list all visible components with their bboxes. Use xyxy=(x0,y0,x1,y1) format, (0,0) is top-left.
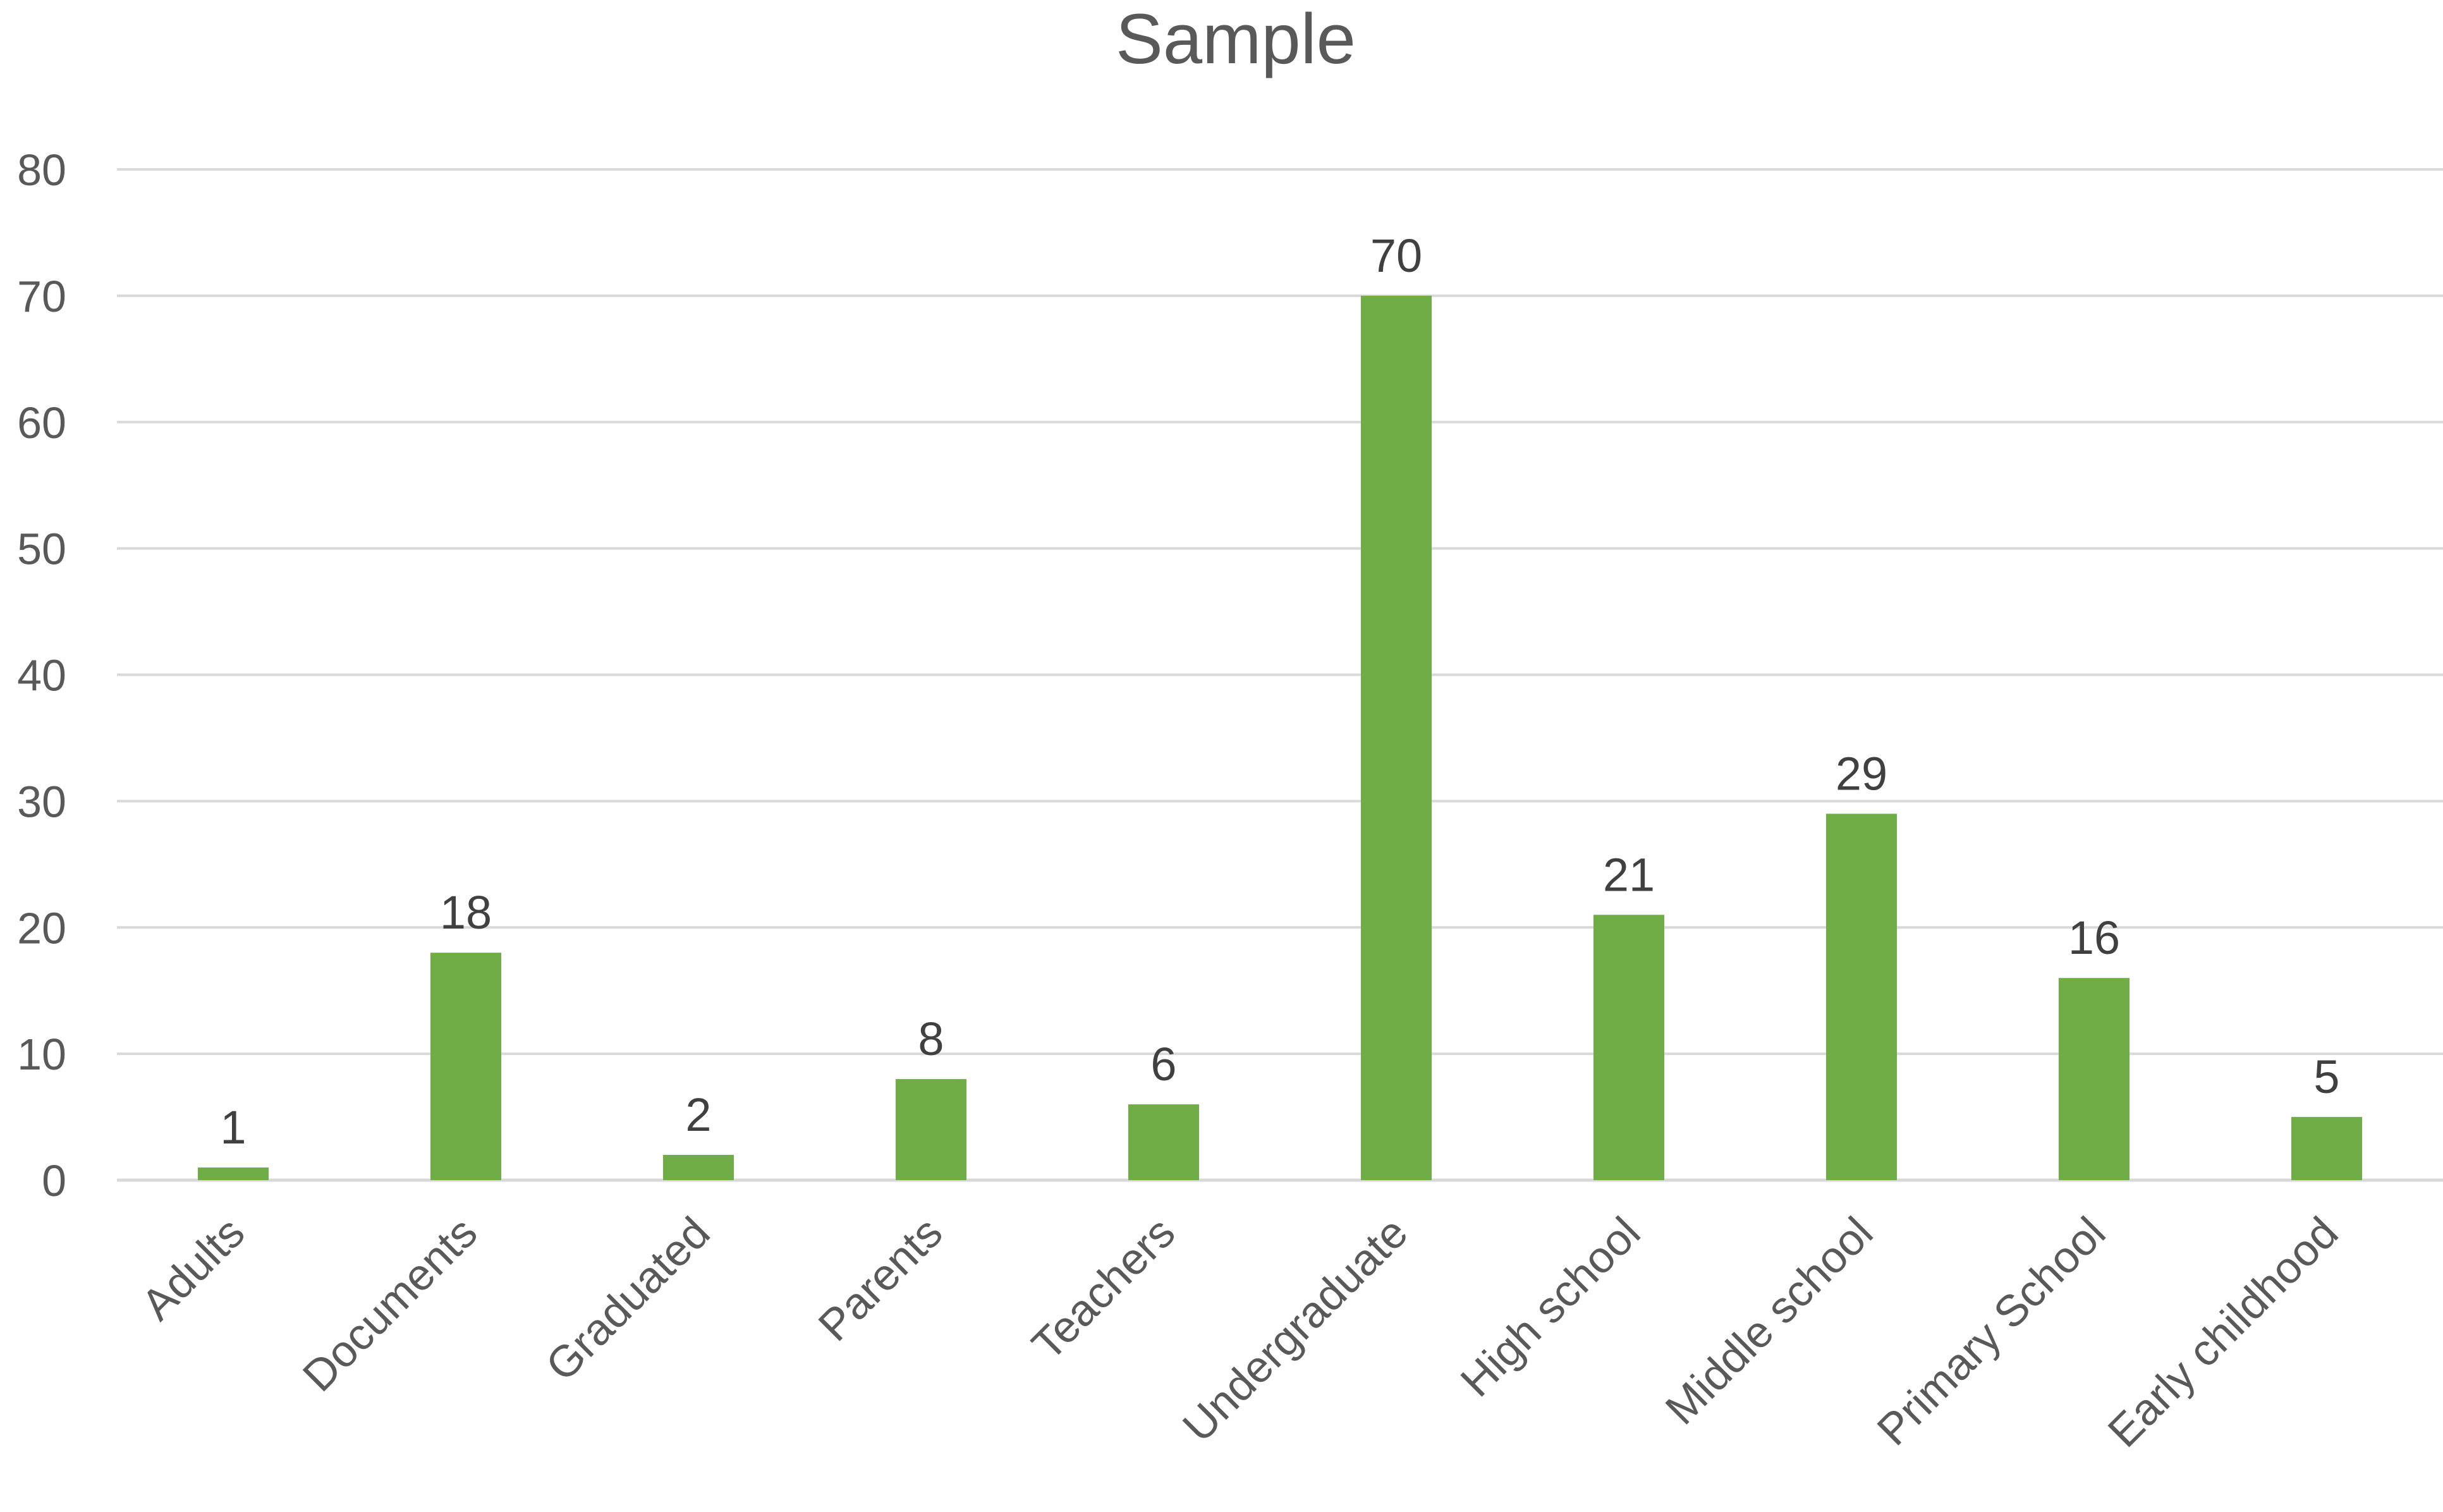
bar xyxy=(2291,1117,2362,1180)
x-tick-label: Adults xyxy=(132,1207,254,1329)
chart-title: Sample xyxy=(1116,0,1356,78)
x-tick-label: Documents xyxy=(293,1207,487,1401)
x-tick-label: Early childhood xyxy=(2099,1207,2348,1456)
data-labels: 1 18 2 8 6 70 21 29 16 5 xyxy=(220,229,2339,1154)
bar xyxy=(1128,1104,1199,1180)
data-label: 21 xyxy=(1603,848,1655,901)
bar xyxy=(1593,915,1664,1180)
y-tick-label: 80 xyxy=(17,145,66,195)
bar xyxy=(896,1079,966,1180)
data-label: 1 xyxy=(220,1101,246,1154)
data-label: 29 xyxy=(1836,747,1887,800)
y-tick-label: 60 xyxy=(17,398,66,448)
x-tick-label: Undergraduate xyxy=(1173,1207,1416,1451)
x-tick-label: High school xyxy=(1451,1207,1650,1406)
y-tick-label: 40 xyxy=(17,651,66,700)
x-tick-label: Primary School xyxy=(1868,1207,2115,1454)
y-tick-label: 20 xyxy=(17,903,66,953)
bar xyxy=(198,1168,269,1180)
data-label: 5 xyxy=(2313,1051,2339,1103)
x-tick-label: Graduated xyxy=(537,1207,719,1390)
bar xyxy=(1361,295,1432,1180)
y-tick-label: 70 xyxy=(17,272,66,321)
y-tick-label: 50 xyxy=(17,525,66,574)
x-tick-label: Teachers xyxy=(1023,1207,1185,1369)
data-label: 8 xyxy=(918,1013,944,1065)
data-label: 70 xyxy=(1370,229,1422,282)
y-axis-tick-labels: 0 10 20 30 40 50 60 70 80 xyxy=(17,145,66,1205)
x-axis-category-labels: Adults Documents Graduated Parents TeachersU… xyxy=(132,1207,2348,1456)
gridlines xyxy=(117,168,2443,1182)
x-tick-label: Parents xyxy=(809,1207,952,1350)
y-tick-label: 10 xyxy=(17,1030,66,1079)
bars xyxy=(198,295,2362,1180)
y-tick-label: 30 xyxy=(17,777,66,826)
data-label: 2 xyxy=(685,1088,711,1141)
bar xyxy=(430,953,501,1180)
y-tick-label: 0 xyxy=(42,1156,66,1205)
bar xyxy=(1826,814,1897,1180)
bar xyxy=(2059,978,2129,1180)
data-label: 18 xyxy=(440,886,492,939)
data-label: 16 xyxy=(2068,911,2120,964)
bar xyxy=(663,1155,734,1180)
x-tick-label: Middle school xyxy=(1656,1207,1882,1434)
data-label: 6 xyxy=(1150,1038,1176,1090)
